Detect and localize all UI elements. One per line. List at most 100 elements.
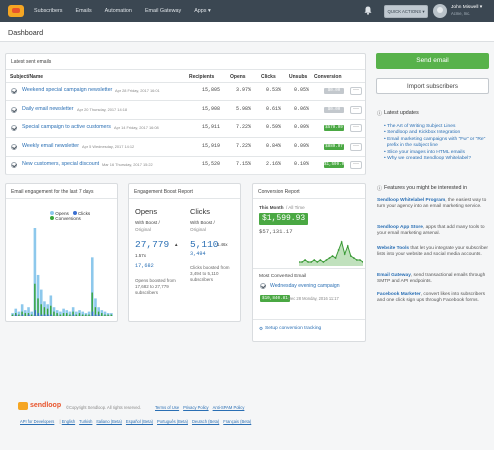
row-actions-button[interactable]: ···: [350, 105, 362, 114]
campaign-name-link[interactable]: Weekly email newsletter: [22, 142, 80, 149]
conversions-bar: [21, 311, 23, 316]
boost-clicks-label: With Boost /: [190, 220, 215, 225]
campaign-name-link[interactable]: Daily email newsletter: [22, 105, 74, 112]
conversions-bar: [78, 313, 81, 316]
conversion-point: [337, 249, 340, 251]
conversion-period-all-time[interactable]: / All Time: [286, 205, 305, 210]
main-nav: Subscribers Emails Automation Email Gate…: [34, 8, 224, 14]
row-actions-button[interactable]: ···: [350, 124, 362, 132]
opens-value: 7.22%: [235, 124, 251, 130]
page-title: Dashboard: [8, 28, 44, 37]
nav-subscribers[interactable]: Subscribers: [34, 8, 63, 14]
conversions-bar: [59, 314, 62, 316]
conversions-bar: [37, 298, 39, 316]
feature-facebook-marketer: Facebook Marketer, convert likes into su…: [377, 292, 485, 304]
clicks-value: 0.84%: [265, 142, 281, 149]
feature-app-store-link[interactable]: Sendloop App Store: [377, 225, 423, 230]
clicks-bar: [34, 310, 36, 316]
boost-opens-multiplier: 1.57x: [135, 253, 147, 258]
conversions-bar: [69, 314, 71, 316]
conversion-badge: $889.97: [324, 143, 344, 150]
nav-apps[interactable]: Apps ▾: [194, 8, 211, 14]
top-email-value: $10,840.81: [260, 295, 290, 302]
opens-bar: [17, 311, 21, 316]
row-actions-button[interactable]: ···: [350, 87, 362, 95]
conversion-point: [359, 259, 361, 261]
lang-italian[interactable]: Italiano (Beta): [96, 419, 122, 424]
conversions-bar: [81, 314, 84, 316]
legend-clicks: Clicks: [77, 211, 91, 216]
conversions-bar: [50, 305, 52, 316]
opens-bar: [14, 308, 18, 316]
import-subscribers-button[interactable]: Import subscribers: [376, 78, 489, 94]
campaign-name-link[interactable]: Special campaign to active customers: [22, 124, 111, 130]
conversion-period-this-month[interactable]: This Month: [259, 205, 284, 210]
lang-german[interactable]: Deutsch (Beta): [191, 419, 220, 424]
updates-list: • The Art of Writing Subject Lines • Sen…: [384, 124, 485, 162]
gear-icon: ⚙: [259, 326, 263, 331]
nav-automation[interactable]: Automation: [104, 8, 132, 14]
campaign-name-link[interactable]: New customers, special discount: [22, 161, 100, 167]
conversion-badge: $0.00: [324, 106, 344, 113]
top-email-name[interactable]: Wednesday evening campaign: [270, 283, 340, 289]
lang-french[interactable]: Français (Beta): [223, 419, 252, 424]
nav-email-gateway[interactable]: Email Gateway: [144, 8, 182, 14]
conversion-point: [313, 259, 316, 261]
conversion-point: [319, 259, 322, 261]
clicks-value: 2.16%: [265, 161, 281, 167]
footer-language-links: API for Developers | English Turkish Itali…: [20, 419, 252, 424]
clicks-bar: [91, 311, 94, 316]
feature-website-tools-link[interactable]: Website Tools: [377, 246, 410, 251]
conversions-bar: [56, 313, 58, 316]
update-item[interactable]: • The Art of Writing Subject Lines: [384, 124, 456, 129]
sendloop-logo-icon[interactable]: [8, 5, 24, 17]
update-item[interactable]: prefix in the subject line: [386, 143, 438, 149]
row-actions-button[interactable]: ···: [350, 142, 362, 151]
campaign-name-link[interactable]: Weekend special campaign newsletter: [22, 87, 113, 93]
user-organization: Acme, Inc.: [451, 11, 471, 16]
antispam-link[interactable]: Anti-SPAM Policy: [212, 405, 245, 410]
quick-actions-button[interactable]: QUICK ACTIONS ▾: [384, 5, 428, 18]
clicks-bar: [21, 314, 24, 316]
update-item[interactable]: • Slice your images into HTML emails: [384, 149, 465, 155]
conversion-point: [340, 241, 343, 243]
row-actions-button[interactable]: ···: [350, 161, 362, 169]
opens-bar: [100, 310, 104, 316]
opens-bar: [65, 310, 69, 316]
boost-clicks-heading: Clicks: [190, 207, 210, 216]
opens-bar: [30, 311, 34, 316]
footer-brand: sendloop: [30, 402, 62, 409]
unsubs-value: 0.09%: [293, 124, 309, 130]
unsubs-value: 0.05%: [293, 87, 309, 93]
user-avatar[interactable]: [433, 4, 447, 18]
opens-value: 5.98%: [235, 105, 251, 112]
privacy-link[interactable]: Privacy Policy: [183, 405, 209, 410]
update-item[interactable]: • Sendloop and Kickbox Integration: [384, 130, 461, 136]
conversion-point: [299, 261, 300, 263]
api-link[interactable]: API for Developers: [20, 419, 55, 424]
update-item[interactable]: • Email marketing campaigns with "Fw" or…: [384, 136, 486, 142]
boost-report-card: Engagement Boost Report Opens Clicks Wit…: [128, 183, 241, 322]
opens-bar: [78, 310, 81, 316]
lang-turkish[interactable]: Turkish: [79, 419, 93, 424]
boost-clicks-original: 3,494: [190, 251, 206, 257]
conversions-bar: [91, 292, 93, 316]
conversions-bar: [94, 307, 97, 316]
lang-english[interactable]: English: [61, 419, 76, 424]
setup-conversion-link[interactable]: Setup conversion tracking: [265, 326, 322, 331]
clicks-bar: [44, 314, 46, 316]
lang-portuguese[interactable]: Português (Beta): [157, 419, 188, 424]
lang-spanish[interactable]: Español (Beta): [125, 419, 154, 424]
feature-email-gateway-link[interactable]: Email Gateway: [377, 273, 411, 278]
nav-emails[interactable]: Emails: [75, 8, 92, 14]
terms-link[interactable]: Terms of Use: [155, 405, 180, 410]
user-name[interactable]: John Miswell ▾: [451, 5, 483, 10]
notification-bell-icon[interactable]: [364, 6, 372, 15]
boost-opens-description: Opens boosted from 17,682 to 27,779 subs…: [135, 278, 176, 295]
feature-website-tools: Website Tools that let you integrate you…: [377, 246, 489, 258]
feature-whitelabel-link[interactable]: Sendloop Whitelabel Program: [377, 198, 446, 203]
feature-facebook-marketer-link[interactable]: Facebook Marketer: [377, 292, 421, 297]
col-recipients: Recipients: [189, 74, 215, 80]
send-email-button[interactable]: Send email: [376, 53, 489, 69]
update-item[interactable]: • Why we created Sendloop Whitelabel?: [384, 156, 472, 162]
